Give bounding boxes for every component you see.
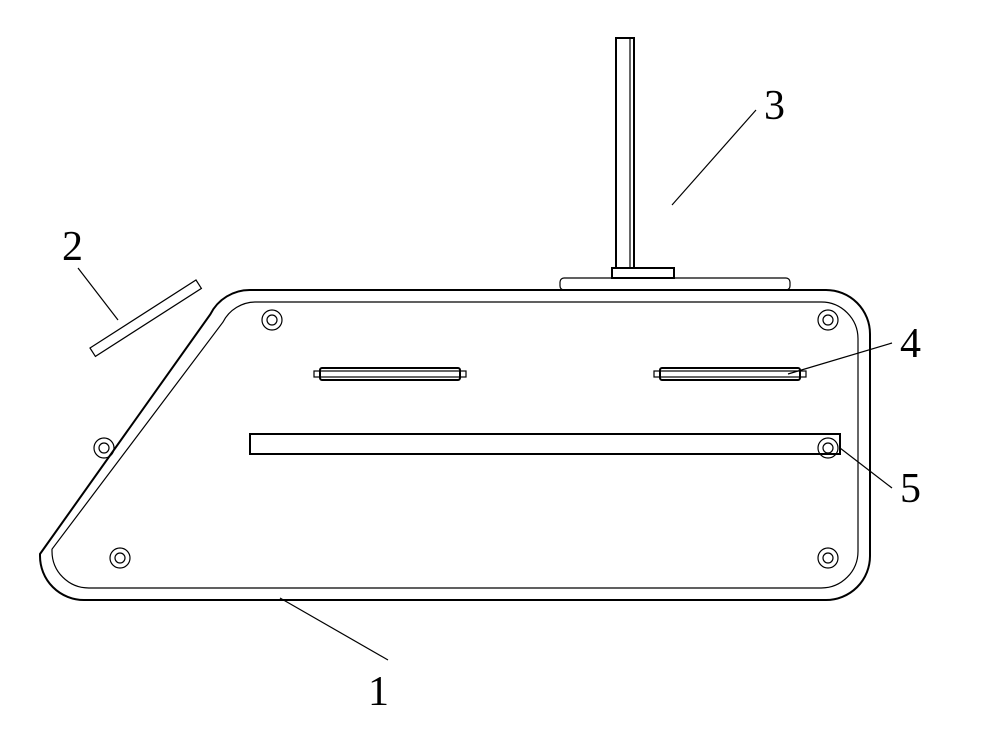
- screw-hole-4: [110, 548, 130, 568]
- callout-label-5: 5: [900, 465, 921, 513]
- small-slot-1: [660, 368, 800, 380]
- leader-line-l3: [672, 110, 756, 205]
- small-slot-opening-0: [314, 371, 466, 377]
- screw-hole-0: [262, 310, 282, 330]
- screw-hole-inner-2: [99, 443, 109, 453]
- leader-line-l1: [280, 598, 388, 660]
- callout-label-1: 1: [368, 668, 389, 716]
- screw-hole-inner-5: [823, 553, 833, 563]
- screw-hole-5: [818, 548, 838, 568]
- screw-hole-inner-0: [267, 315, 277, 325]
- body-outline-outer: [40, 290, 870, 600]
- screw-hole-2: [94, 438, 114, 458]
- bracket-foot: [612, 268, 674, 278]
- long-slot: [250, 434, 840, 454]
- small-slot-0: [320, 368, 460, 380]
- callout-label-2: 2: [62, 223, 83, 271]
- technical-drawing: [0, 0, 1000, 739]
- small-slot-opening-1: [654, 371, 806, 377]
- screw-hole-inner-3: [823, 443, 833, 453]
- leader-line-l4: [788, 343, 892, 374]
- screw-hole-inner-1: [823, 315, 833, 325]
- body-outline-inner: [52, 302, 858, 588]
- bracket-stem: [616, 38, 634, 268]
- leader-line-l2: [78, 268, 118, 320]
- screw-hole-1: [818, 310, 838, 330]
- callout-label-4: 4: [900, 320, 921, 368]
- diagram-container: 1 2 3 4 5: [0, 0, 1000, 739]
- mount-base: [560, 278, 790, 290]
- callout-label-3: 3: [764, 82, 785, 130]
- left-strip: [90, 280, 201, 356]
- screw-hole-inner-4: [115, 553, 125, 563]
- leader-line-l5: [840, 448, 892, 488]
